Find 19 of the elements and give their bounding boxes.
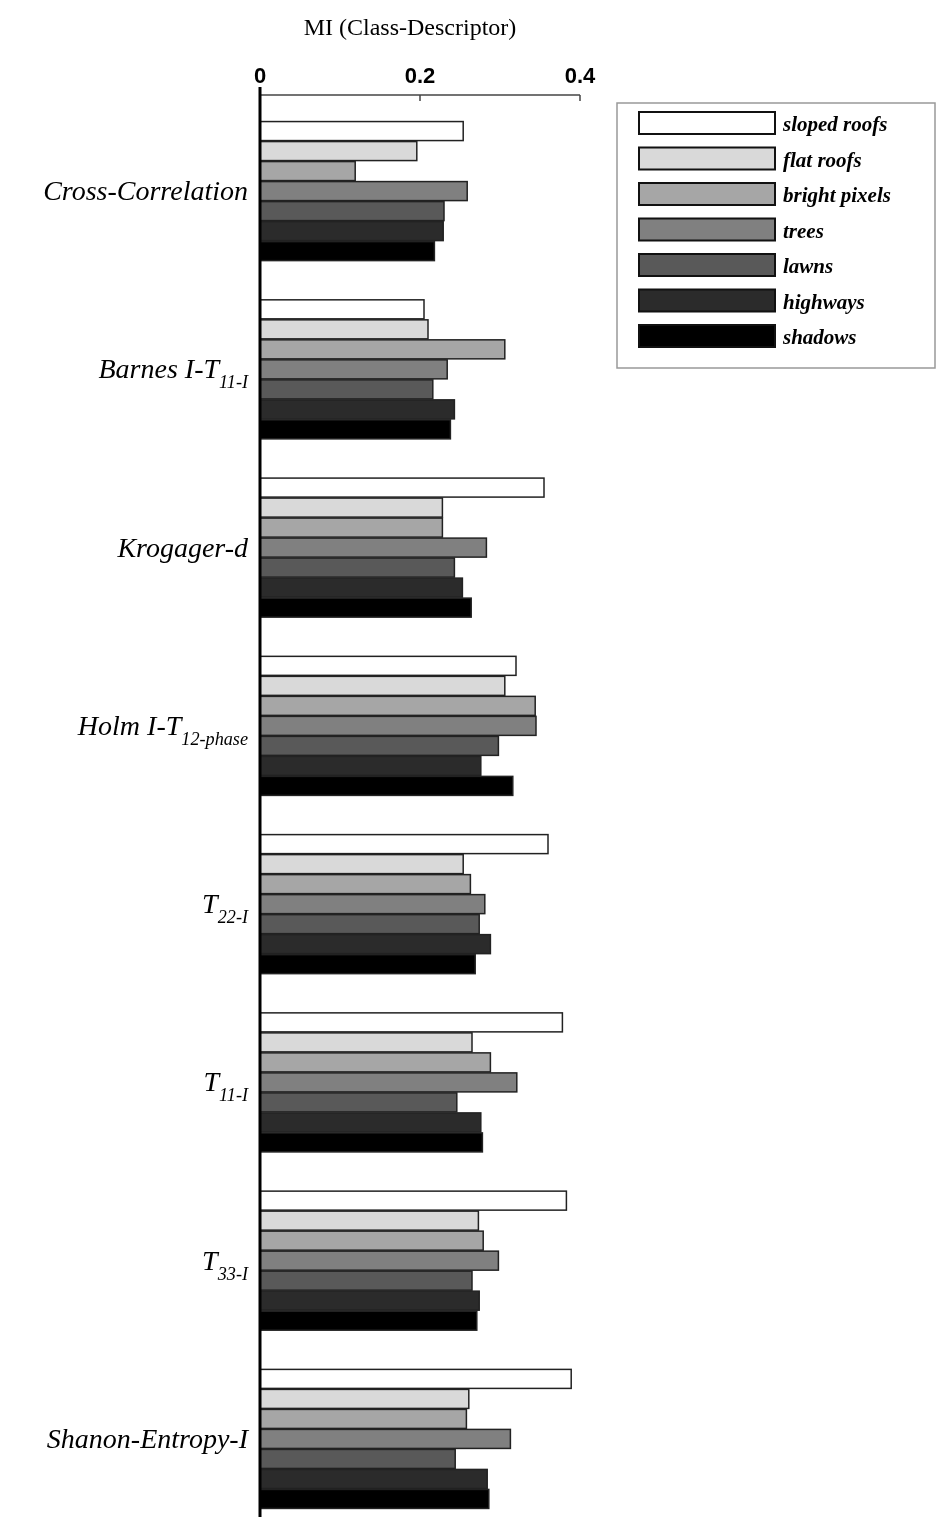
x-tick-label: 0 xyxy=(253,63,267,88)
y-tick-label: Shanon-Entropy-I xyxy=(46,1422,250,1454)
text: lawns xyxy=(783,254,834,278)
x-axis-title: MI (Class-Descriptor) xyxy=(303,14,517,40)
text: flat roofs xyxy=(783,147,862,172)
text: bright pixels xyxy=(783,183,891,207)
text: shadows xyxy=(782,325,857,349)
x-tick-label: 0.2 xyxy=(404,63,436,88)
text: trees xyxy=(783,218,824,243)
y-tick-label: T$_{11-I}$ xyxy=(203,1066,249,1106)
y-tick-label: Holm I-T$_{12-phase}$ xyxy=(76,709,248,749)
y-tick-label: T$_{22-I}$ xyxy=(202,888,249,928)
x-tick-label: 0.4 xyxy=(564,63,597,88)
y-tick-label: Krogager-d xyxy=(116,531,249,563)
text: highways xyxy=(783,289,865,314)
y-tick-label: Barnes I-T$_{11-I}$ xyxy=(98,353,249,393)
y-tick-label: T$_{33-I}$ xyxy=(202,1244,249,1284)
y-tick-label: Cross-Correlation xyxy=(43,175,248,207)
text: sloped roofs xyxy=(782,112,888,136)
